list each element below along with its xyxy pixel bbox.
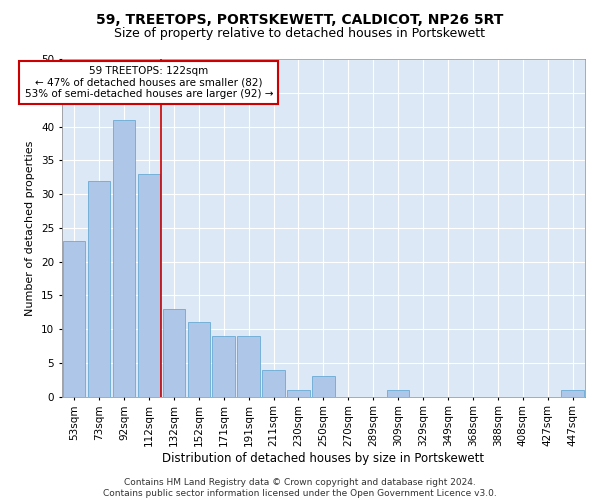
Bar — [287, 390, 310, 396]
Bar — [262, 370, 285, 396]
Y-axis label: Number of detached properties: Number of detached properties — [25, 140, 35, 316]
Bar — [63, 242, 85, 396]
Bar — [562, 390, 584, 396]
Text: 59, TREETOPS, PORTSKEWETT, CALDICOT, NP26 5RT: 59, TREETOPS, PORTSKEWETT, CALDICOT, NP2… — [97, 12, 503, 26]
Bar — [138, 174, 160, 396]
X-axis label: Distribution of detached houses by size in Portskewett: Distribution of detached houses by size … — [163, 452, 484, 465]
Bar — [113, 120, 135, 396]
Text: Size of property relative to detached houses in Portskewett: Size of property relative to detached ho… — [115, 28, 485, 40]
Bar — [312, 376, 335, 396]
Text: Contains HM Land Registry data © Crown copyright and database right 2024.
Contai: Contains HM Land Registry data © Crown c… — [103, 478, 497, 498]
Bar — [387, 390, 409, 396]
Bar — [238, 336, 260, 396]
Bar — [212, 336, 235, 396]
Bar — [88, 180, 110, 396]
Bar — [188, 322, 210, 396]
Text: 59 TREETOPS: 122sqm
← 47% of detached houses are smaller (82)
53% of semi-detach: 59 TREETOPS: 122sqm ← 47% of detached ho… — [25, 66, 273, 99]
Bar — [163, 309, 185, 396]
